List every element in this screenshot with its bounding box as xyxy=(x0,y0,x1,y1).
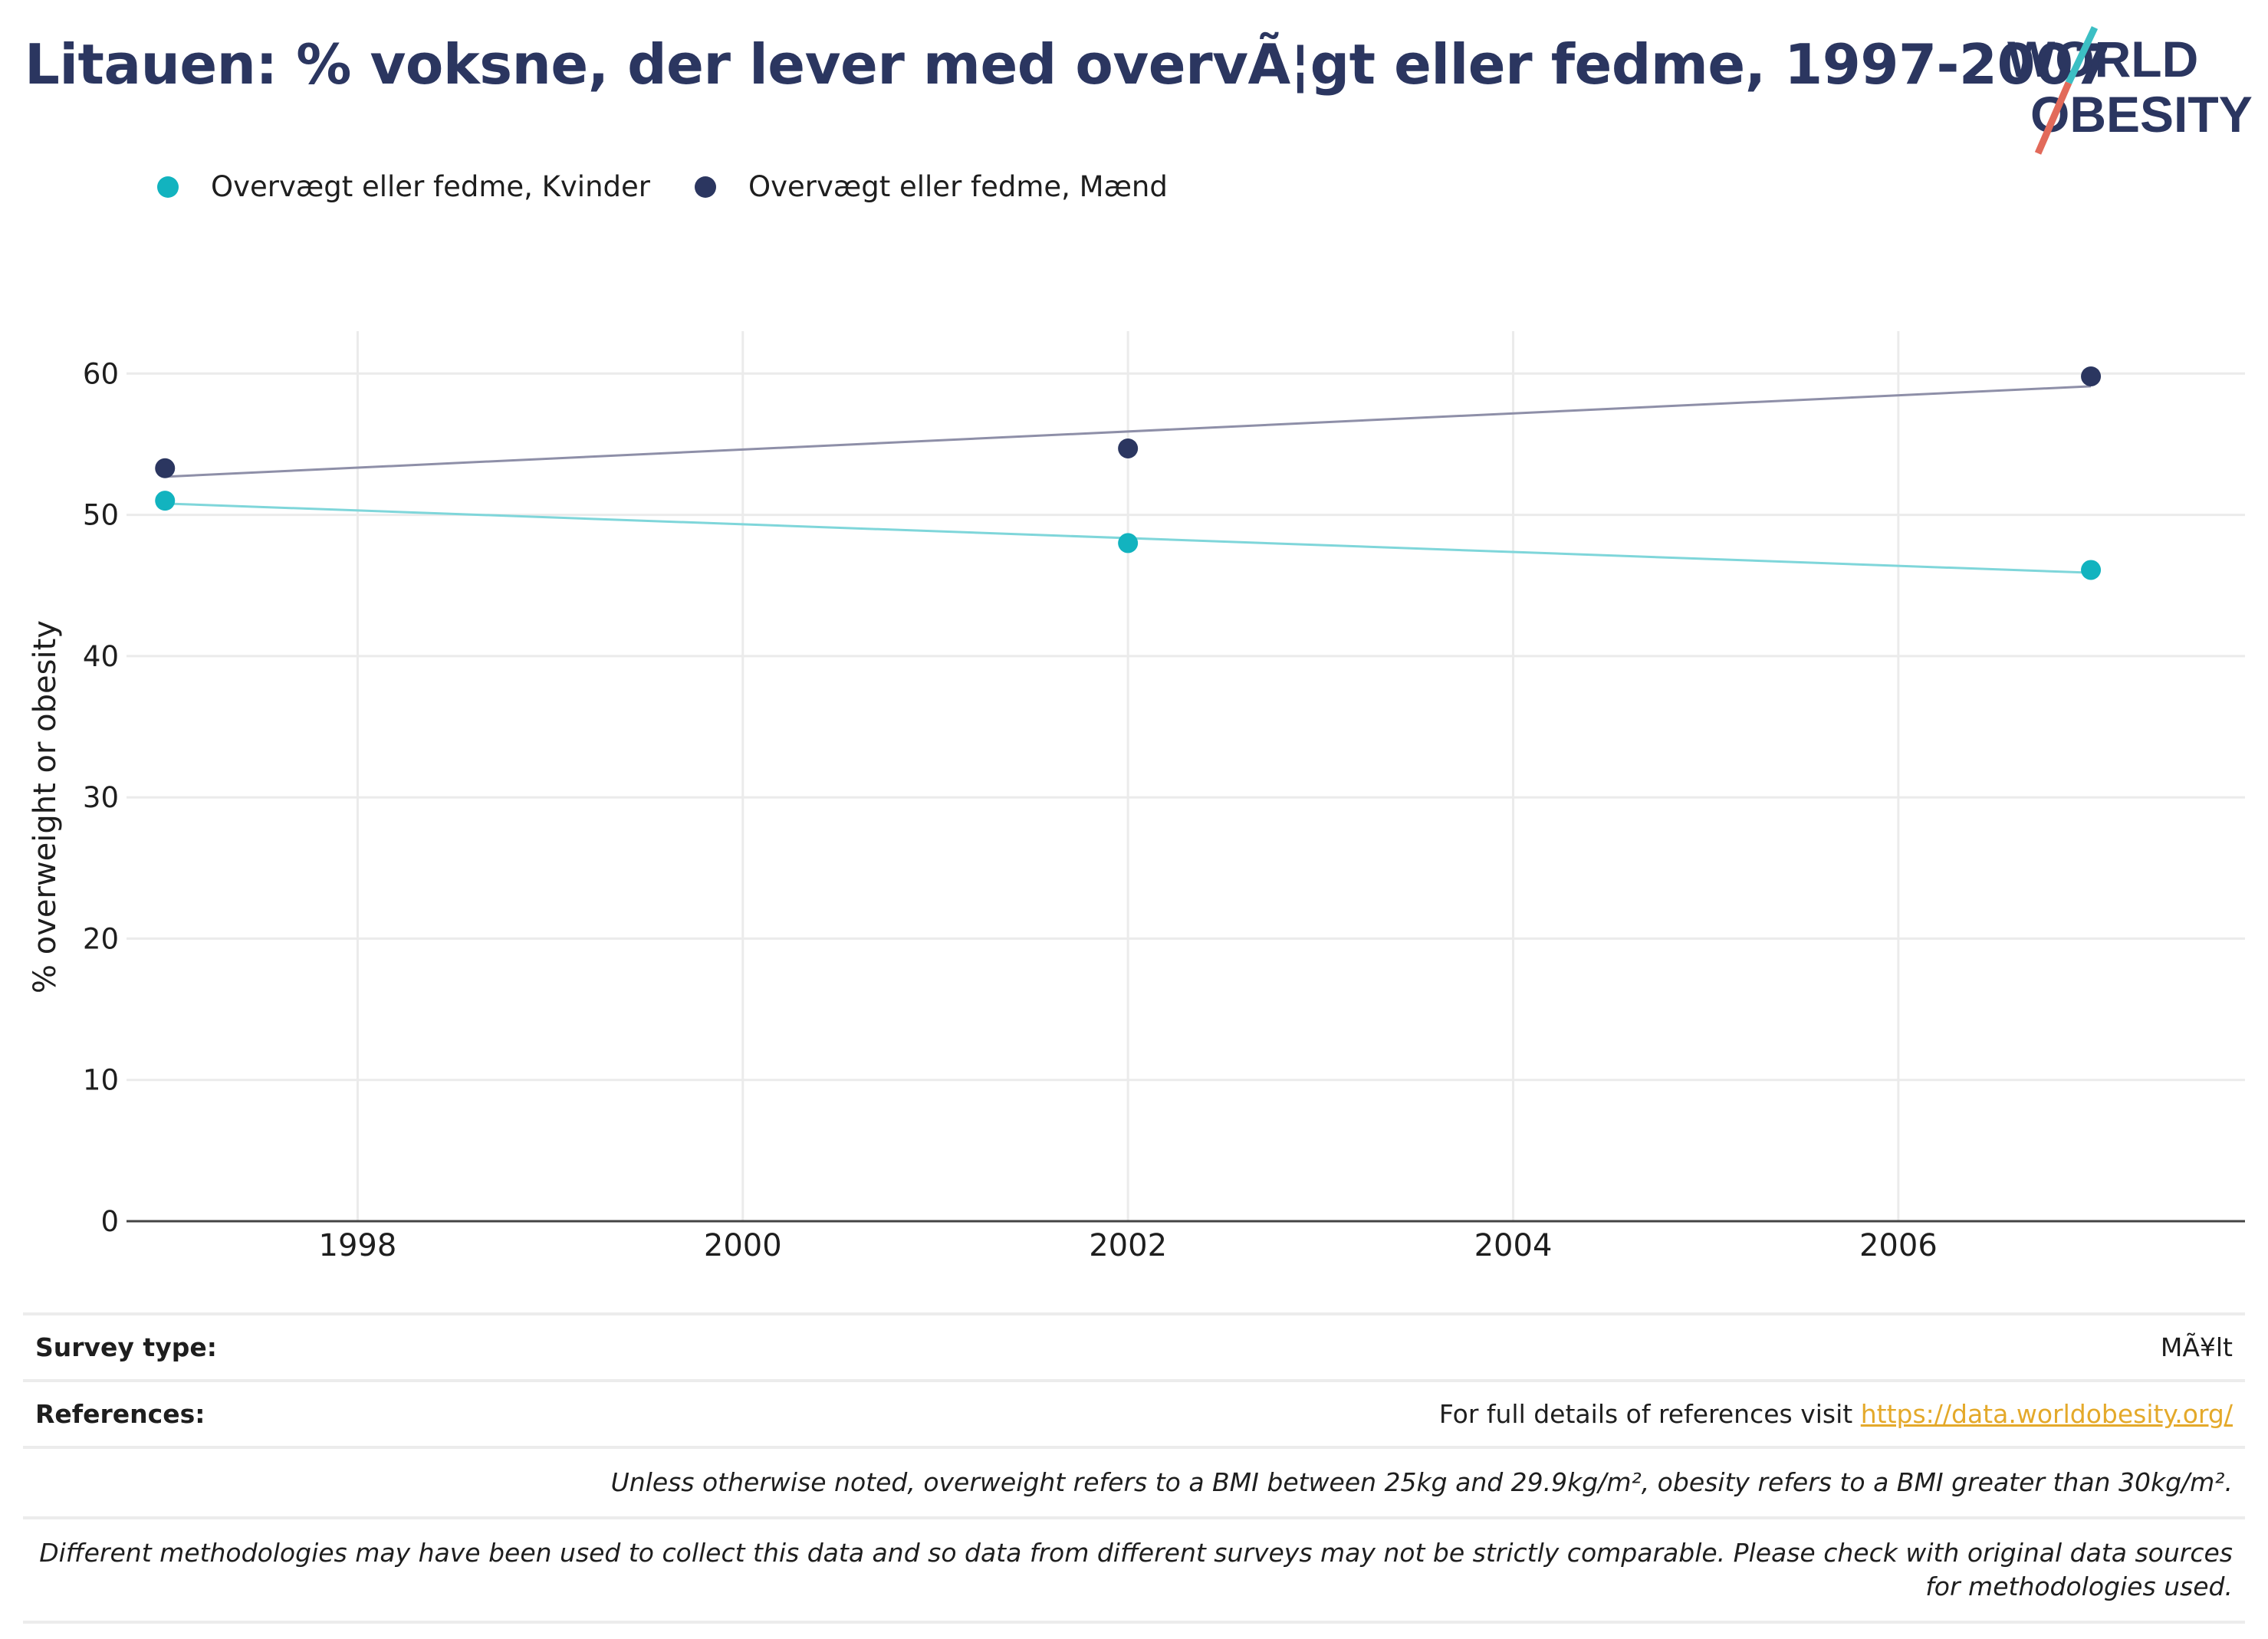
x-tick-label-2000: 2000 xyxy=(704,1228,782,1263)
survey-type-value: MÃ¥lt xyxy=(2160,1332,2233,1362)
methodology-note: Different methodologies may have been us… xyxy=(39,1538,2233,1601)
methodology-note-row: Different methodologies may have been us… xyxy=(23,1516,2245,1624)
trendline-series-1 xyxy=(165,385,2092,478)
world-obesity-logo: WORLD OBESITY xyxy=(2007,26,2253,155)
y-tick-label-60: 60 xyxy=(83,357,119,390)
legend-label-kvinder: Overvægt eller fedme, Kvinder xyxy=(211,170,650,203)
y-tick-label-40: 40 xyxy=(83,640,119,673)
chart-title: Litauen: % voksne, der lever med overvÃ¦… xyxy=(25,32,2112,97)
references-value: For full details of references visit htt… xyxy=(1439,1399,2233,1429)
data-point-series-1-1997 xyxy=(155,458,176,478)
logo-slash-teal xyxy=(2065,26,2099,84)
legend-label-maend: Overvægt eller fedme, Mænd xyxy=(748,170,1168,203)
references-row: References: For full details of referenc… xyxy=(23,1379,2245,1446)
survey-type-label: Survey type: xyxy=(35,1332,217,1362)
data-point-series-0-2002 xyxy=(1118,533,1139,553)
y-tick-label-30: 30 xyxy=(83,781,119,814)
bmi-note-row: Unless otherwise noted, overweight refer… xyxy=(23,1446,2245,1516)
references-label: References: xyxy=(35,1399,205,1429)
footer-table: Survey type: MÃ¥lt References: For full … xyxy=(23,1312,2245,1624)
legend-marker-kvinder xyxy=(157,176,179,198)
data-point-series-1-2002 xyxy=(1118,438,1139,458)
y-axis-label: % overweight or obesity xyxy=(28,620,63,994)
legend-item-maend[interactable]: Overvægt eller fedme, Mænd xyxy=(695,170,1168,203)
y-tick-label-20: 20 xyxy=(83,922,119,955)
x-tick-label-2006: 2006 xyxy=(1859,1228,1938,1263)
chart-plot: 0 10 20 30 40 50 60 1998 2000 2002 2004 2006 % overw… xyxy=(28,331,2245,1263)
logo-line2: OBESITY xyxy=(2030,86,2253,143)
references-link[interactable]: https://data.worldobesity.org/ xyxy=(1860,1399,2233,1429)
x-tick-label-2004: 2004 xyxy=(1474,1228,1553,1263)
references-text: For full details of references visit xyxy=(1438,1399,1861,1429)
x-tick-label-2002: 2002 xyxy=(1089,1228,1167,1263)
legend-marker-maend xyxy=(695,176,716,198)
legend-item-kvinder[interactable]: Overvægt eller fedme, Kvinder xyxy=(157,170,650,203)
legend: Overvægt eller fedme, Kvinder Overvægt e… xyxy=(157,170,1212,203)
logo-line1: WORLD xyxy=(2007,31,2198,87)
x-tick-label-1998: 1998 xyxy=(319,1228,397,1263)
y-tick-label-10: 10 xyxy=(83,1064,119,1097)
data-point-series-0-1997 xyxy=(155,491,176,511)
y-tick-label-50: 50 xyxy=(83,499,119,532)
bmi-note: Unless otherwise noted, overweight refer… xyxy=(610,1467,2233,1497)
survey-type-row: Survey type: MÃ¥lt xyxy=(23,1312,2245,1379)
y-tick-label-0: 0 xyxy=(100,1205,119,1238)
logo-slash-coral xyxy=(2034,81,2072,155)
data-point-series-0-2007 xyxy=(2081,560,2102,580)
data-point-series-1-2007 xyxy=(2081,366,2102,386)
